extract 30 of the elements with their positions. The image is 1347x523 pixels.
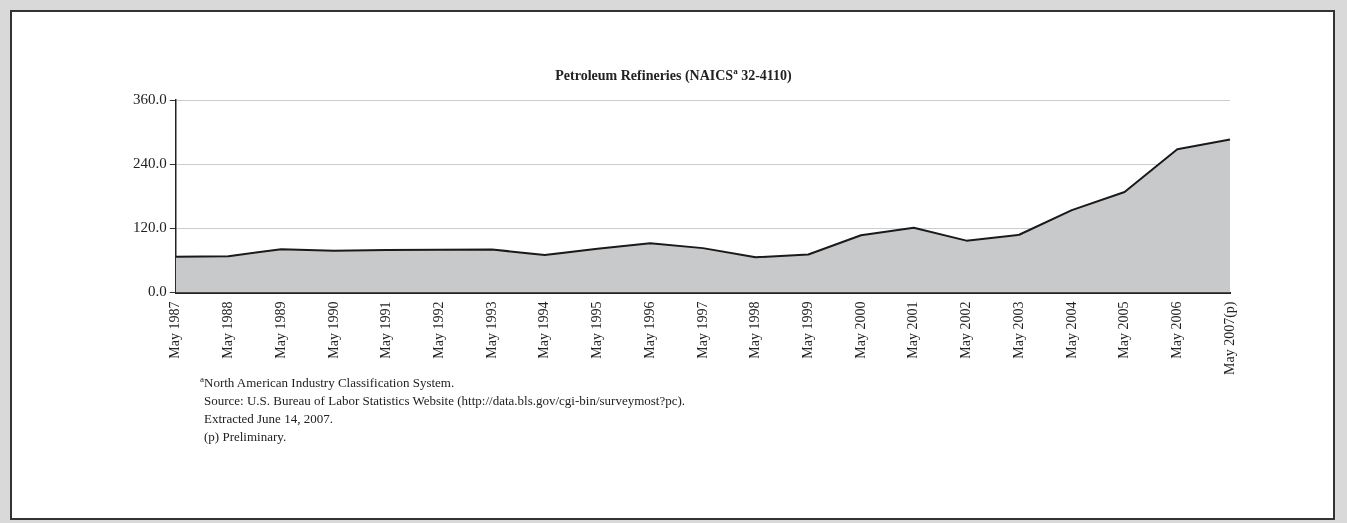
x-tick-label: May 1990 [325, 301, 341, 359]
y-tick-label: 360.0 [133, 90, 167, 107]
x-tick-label: May 1987 [167, 301, 183, 359]
text: (p) Preliminary. [203, 428, 288, 447]
x-tick-label: May 1994 [536, 301, 552, 359]
x-tick-label: May 1995 [589, 301, 605, 359]
text: $^{a}$North American Industry Classification System. [200, 373, 456, 393]
chart-title: Petroleum Refineries (NAICS$^{a}$ 32-4110) [554, 66, 793, 84]
x-tick-label: May 1993 [483, 301, 499, 359]
y-tick-label: 240.0 [133, 155, 167, 172]
y-tick-label: 120.0 [133, 219, 167, 236]
text: Extracted June 14, 2007. [203, 410, 334, 429]
x-tick-label: May 1988 [220, 301, 236, 359]
x-tick-label: May 1992 [430, 301, 446, 359]
source-note: Source: U.S. Bureau of Labor Statistics Website (http://data.bls.gov/cgi-bin/surveymost?pc). [203, 392, 686, 411]
x-tick-label: May 1991 [378, 301, 394, 359]
x-tick-label: May 1998 [747, 301, 763, 359]
x-tick-label: May 2006 [1168, 301, 1184, 359]
x-tick-label: May 2001 [905, 301, 921, 359]
x-tick-label: May 2003 [1010, 301, 1026, 359]
x-tick-label: May 1997 [694, 301, 710, 359]
x-tick-label: May 1999 [799, 301, 815, 359]
y-tick-label: 0.0 [148, 283, 167, 300]
x-tick-label: May 2007(p) [1221, 301, 1238, 376]
x-tick-label: May 2004 [1063, 301, 1079, 359]
x-tick-label: May 2005 [1116, 301, 1132, 359]
x-tick-label: May 2002 [958, 301, 974, 359]
x-tick-label: May 1996 [641, 301, 657, 359]
x-tick-label: May 2000 [852, 301, 868, 359]
x-tick-label: May 1989 [272, 301, 288, 359]
